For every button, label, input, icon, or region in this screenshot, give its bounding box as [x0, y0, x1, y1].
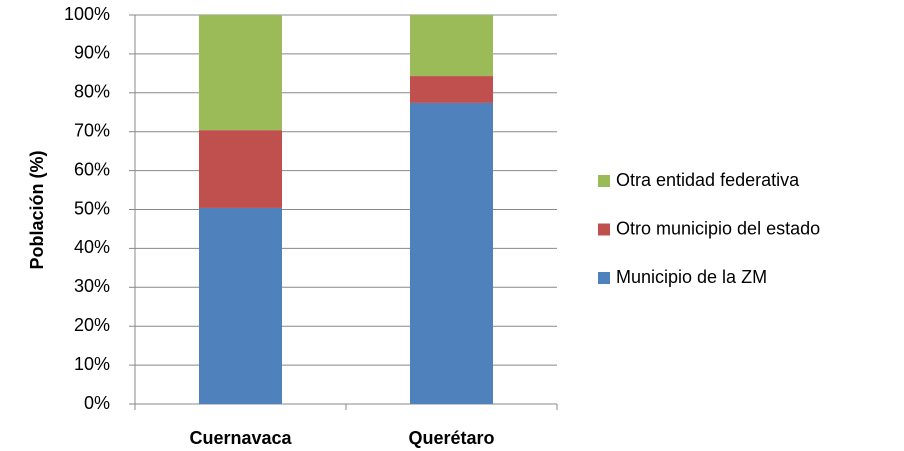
y-tick-label: 20%	[74, 315, 110, 335]
bar-segment	[410, 15, 493, 77]
bar-segment	[410, 76, 493, 103]
y-tick-label: 0%	[84, 393, 110, 413]
y-tick-label: 100%	[64, 4, 110, 24]
y-tick-label: 80%	[74, 82, 110, 102]
bar-segment	[199, 207, 282, 404]
y-axis-label: Población (%)	[27, 150, 47, 269]
legend-label: Otro municipio del estado	[616, 218, 820, 238]
y-tick-label: 30%	[74, 276, 110, 296]
legend-swatch	[598, 175, 610, 187]
y-tick-label: 40%	[74, 237, 110, 257]
bar-segment	[199, 130, 282, 208]
legend-label: Otra entidad federativa	[616, 170, 800, 190]
legend-swatch	[598, 272, 610, 284]
y-tick-label: 60%	[74, 159, 110, 179]
y-tick-label: 10%	[74, 354, 110, 374]
y-tick-label: 50%	[74, 198, 110, 218]
y-tick-label: 70%	[74, 120, 110, 140]
legend-label: Municipio de la ZM	[616, 267, 767, 287]
y-tick-label: 90%	[74, 43, 110, 63]
legend-swatch	[598, 223, 610, 236]
x-tick-label: Cuernavaca	[189, 428, 292, 448]
x-tick-label: Querétaro	[408, 428, 494, 448]
bar-segment	[199, 15, 282, 131]
bar-segment	[410, 102, 493, 404]
